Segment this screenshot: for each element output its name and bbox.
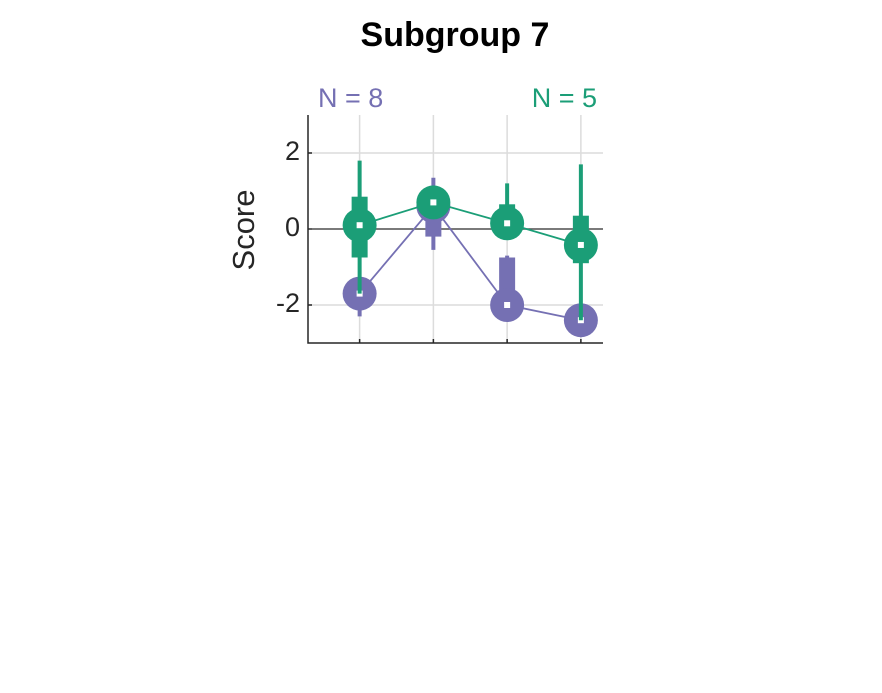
annotation: N = 8 [318,83,383,113]
median-line [358,204,582,322]
annotation: N = 5 [532,83,597,113]
chart-title: Subgroup 7 [361,16,550,54]
y-tick-label: -2 [276,288,300,318]
median-center [430,199,437,206]
y-tick-label: 0 [285,212,300,242]
median-center [577,241,584,248]
median-center [356,222,363,229]
median-line [359,201,582,246]
median-center [504,302,511,308]
y-tick-label: 2 [285,136,300,166]
axis-frame [307,115,603,344]
y-axis-label: Score [226,190,261,271]
median-center [504,220,511,227]
